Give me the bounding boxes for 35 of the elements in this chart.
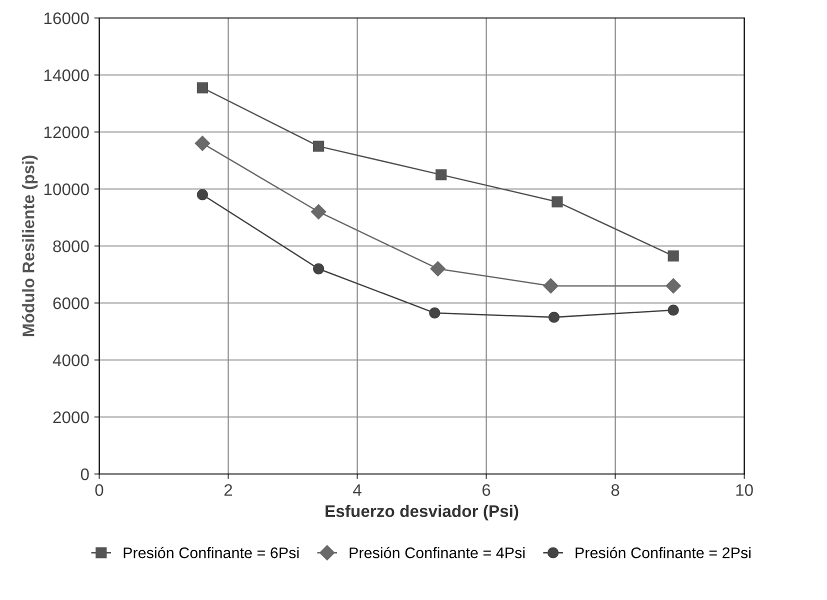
- point: [548, 312, 560, 323]
- y-tick-label: 16000: [44, 12, 89, 24]
- point: [310, 204, 326, 220]
- point: [196, 189, 208, 200]
- point: [194, 136, 210, 151]
- legend-label: Presión Confinante = 2Psi: [576, 546, 751, 558]
- legend-label: Presión Confinante = 4Psi: [350, 546, 525, 558]
- x-tick-label: 4: [353, 484, 362, 496]
- point: [436, 169, 447, 180]
- x-tick-label: 0: [95, 484, 104, 496]
- point: [668, 250, 679, 262]
- x-tick-label: 6: [482, 484, 490, 496]
- y-tick-label: 2000: [53, 411, 89, 424]
- y-tick-label: 12000: [44, 126, 89, 138]
- y-tick-label: 10000: [44, 183, 89, 196]
- x-tick-label: 10: [736, 484, 753, 496]
- point: [543, 278, 558, 294]
- legend-label: Presión Confinante = 6Psi: [124, 546, 299, 558]
- point: [552, 196, 563, 208]
- point: [430, 261, 446, 276]
- point: [668, 304, 679, 316]
- y-tick-label: 6000: [53, 297, 89, 310]
- point: [666, 278, 681, 294]
- x-axis-title: Esfuerzo desviador (Psi): [326, 504, 518, 520]
- x-tick-label: 2: [224, 484, 232, 496]
- point: [313, 140, 324, 152]
- y-tick-label: 14000: [44, 69, 89, 82]
- point: [196, 82, 208, 94]
- point: [429, 307, 440, 319]
- x-tick-label: 8: [611, 484, 620, 496]
- y-tick-label: 0: [80, 468, 89, 480]
- y-tick-label: 4000: [52, 354, 89, 366]
- point: [313, 263, 324, 274]
- y-axis-title: Módulo Resiliente (psi): [22, 156, 38, 336]
- y-tick-label: 8000: [53, 240, 89, 252]
